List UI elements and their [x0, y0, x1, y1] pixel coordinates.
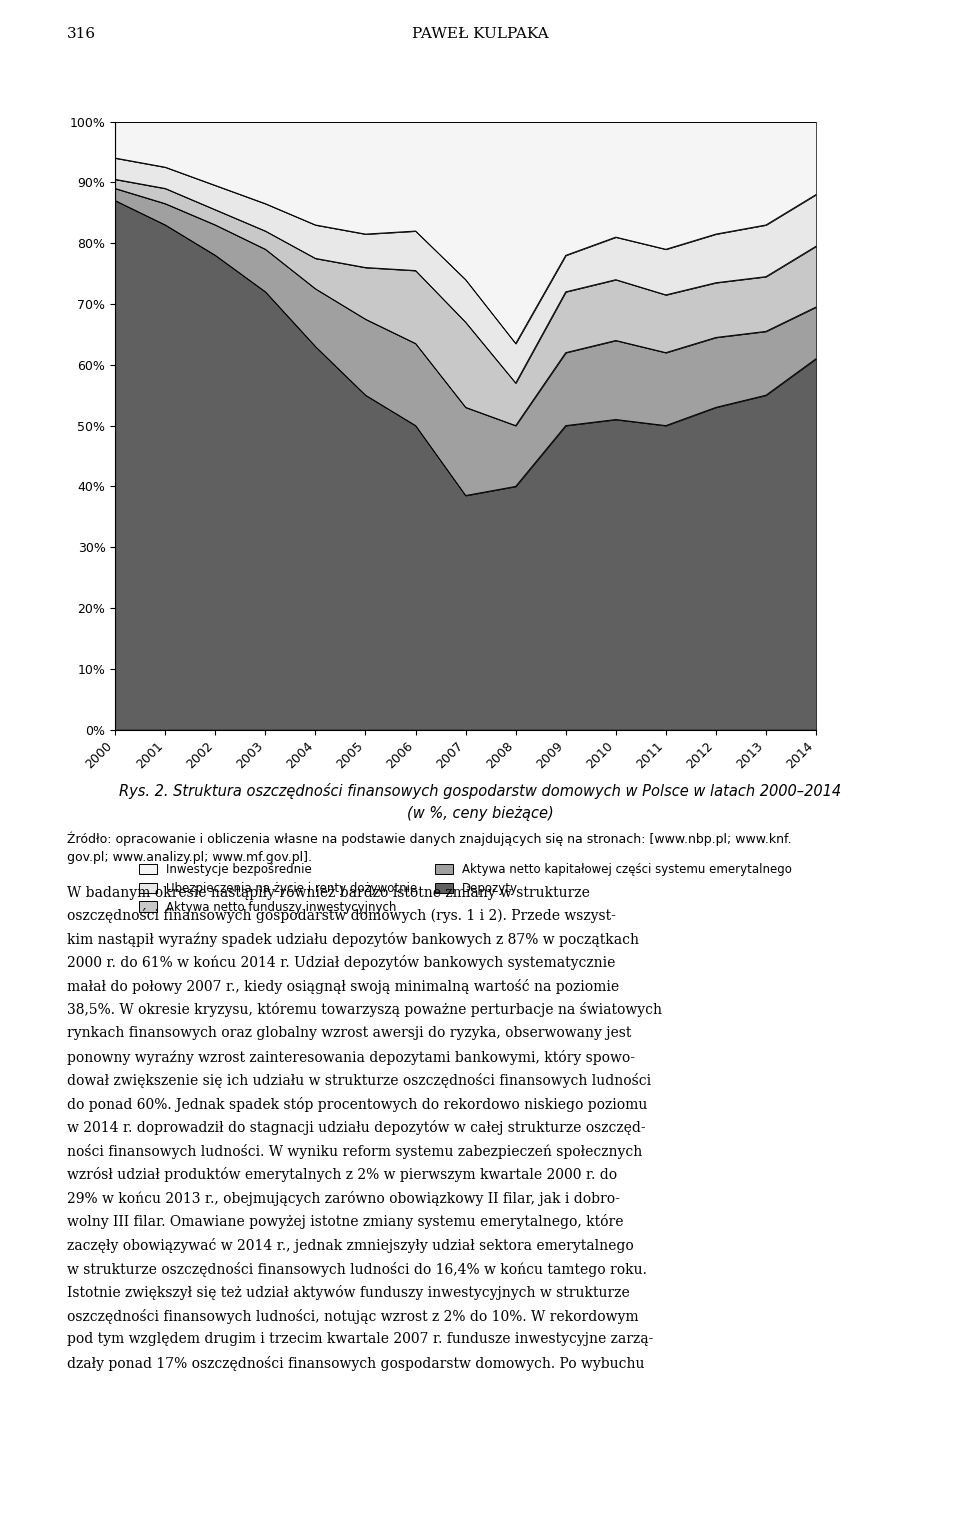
Legend: Inwestycje bezpośrednie, Ubezpieczenia na życie i renty dożywotnie, Aktywa netto: Inwestycje bezpośrednie, Ubezpieczenia n… [133, 857, 798, 920]
Text: dzały ponad 17% oszczędności finansowych gospodarstw domowych. Po wybuchu: dzały ponad 17% oszczędności finansowych… [67, 1356, 645, 1371]
Text: (w %, ceny bieżące): (w %, ceny bieżące) [407, 806, 553, 821]
Text: 2000 r. do 61% w końcu 2014 r. Udział depozytów bankowych systematycznie: 2000 r. do 61% w końcu 2014 r. Udział de… [67, 956, 615, 970]
Text: zaczęły obowiązywać w 2014 r., jednak zmniejszyły udział sektora emerytalnego: zaczęły obowiązywać w 2014 r., jednak zm… [67, 1237, 634, 1252]
Text: małał do połowy 2007 r., kiedy osiągnął swoją minimalną wartość na poziomie: małał do połowy 2007 r., kiedy osiągnął … [67, 979, 619, 994]
Text: w strukturze oszczędności finansowych ludności do 16,4% w końcu tamtego roku.: w strukturze oszczędności finansowych lu… [67, 1262, 647, 1277]
Text: Istotnie zwiększył się też udział aktywów funduszy inwestycyjnych w strukturze: Istotnie zwiększył się też udział aktywó… [67, 1286, 630, 1300]
Text: gov.pl; www.analizy.pl; www.mf.gov.pl].: gov.pl; www.analizy.pl; www.mf.gov.pl]. [67, 851, 312, 865]
Text: oszczędności finansowych ludności, notując wzrost z 2% do 10%. W rekordowym: oszczędności finansowych ludności, notuj… [67, 1309, 638, 1324]
Text: wolny III filar. Omawiane powyżej istotne zmiany systemu emerytalnego, które: wolny III filar. Omawiane powyżej istotn… [67, 1214, 624, 1230]
Text: kim nastąpił wyraźny spadek udziału depozytów bankowych z 87% w początkach: kim nastąpił wyraźny spadek udziału depo… [67, 932, 639, 947]
Text: ponowny wyraźny wzrost zainteresowania depozytami bankowymi, który spowo-: ponowny wyraźny wzrost zainteresowania d… [67, 1049, 636, 1064]
Text: do ponad 60%. Jednak spadek stóp procentowych do rekordowo niskiego poziomu: do ponad 60%. Jednak spadek stóp procent… [67, 1097, 648, 1111]
Text: 316: 316 [67, 27, 96, 41]
Text: rynkach finansowych oraz globalny wzrost awersji do ryzyka, obserwowany jest: rynkach finansowych oraz globalny wzrost… [67, 1026, 632, 1040]
Text: dował zwiększenie się ich udziału w strukturze oszczędności finansowych ludności: dował zwiększenie się ich udziału w stru… [67, 1073, 651, 1088]
Text: w 2014 r. doprowadził do stagnacji udziału depozytów w całej strukturze oszczęd-: w 2014 r. doprowadził do stagnacji udzia… [67, 1120, 646, 1135]
Text: 38,5%. W okresie kryzysu, któremu towarzyszą poważne perturbacje na światowych: 38,5%. W okresie kryzysu, któremu towarz… [67, 1003, 662, 1017]
Text: pod tym względem drugim i trzecim kwartale 2007 r. fundusze inwestycyjne zarzą-: pod tym względem drugim i trzecim kwarta… [67, 1332, 654, 1347]
Text: 29% w końcu 2013 r., obejmujących zarówno obowiązkowy II filar, jak i dobro-: 29% w końcu 2013 r., obejmujących zarówn… [67, 1192, 620, 1205]
Text: oszczędności finansowych gospodarstw domowych (rys. 1 i 2). Przede wszyst-: oszczędności finansowych gospodarstw dom… [67, 909, 616, 923]
Text: wzrósł udział produktów emerytalnych z 2% w pierwszym kwartale 2000 r. do: wzrósł udział produktów emerytalnych z 2… [67, 1167, 617, 1183]
Text: ności finansowych ludności. W wyniku reform systemu zabezpieczeń społecznych: ności finansowych ludności. W wyniku ref… [67, 1143, 642, 1158]
Text: W badanym okresie nastąpiły również bardzo istotne zmiany w strukturze: W badanym okresie nastąpiły również bard… [67, 885, 590, 900]
Text: PAWEŁ KULPAKA: PAWEŁ KULPAKA [412, 27, 548, 41]
Text: Rys. 2. Struktura oszczędności finansowych gospodarstw domowych w Polsce w latac: Rys. 2. Struktura oszczędności finansowy… [119, 783, 841, 800]
Text: Źródło: opracowanie i obliczenia własne na podstawie danych znajdujących się na : Źródło: opracowanie i obliczenia własne … [67, 831, 792, 847]
